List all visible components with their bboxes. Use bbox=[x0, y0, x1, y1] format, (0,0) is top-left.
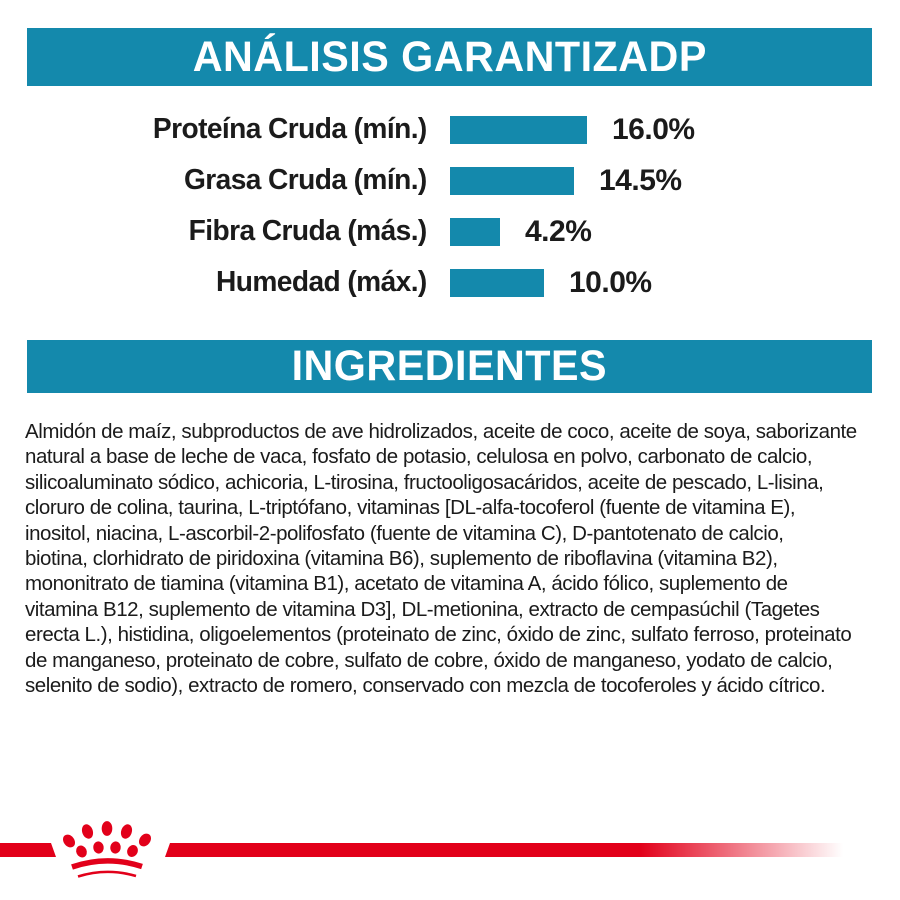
ingredients-line: de manganeso, proteinato de cobre, sulfa… bbox=[25, 648, 833, 672]
chart-row: Grasa Cruda (mín.) 14.5% bbox=[0, 155, 900, 206]
brand-stripe-right bbox=[165, 843, 843, 857]
nutrient-value-bar bbox=[450, 115, 587, 144]
ingredients-line: natural a base de leche de vaca, fosfato… bbox=[25, 445, 813, 469]
ingredients-line: Almidón de maíz, subproductos de ave hid… bbox=[25, 420, 857, 443]
chart-row: Humedad (máx.) 10.0% bbox=[0, 257, 900, 308]
nutrient-label: Fibra Cruda (más.) bbox=[188, 215, 428, 247]
ingredients-header-band: INGREDIENTES bbox=[27, 340, 872, 393]
royal-canin-crown-icon bbox=[62, 821, 152, 878]
ingredients-line: biotina, clorhidrato de piridoxina (vita… bbox=[25, 547, 778, 571]
nutrient-value-bar bbox=[450, 268, 544, 297]
analysis-chart: Proteína Cruda (mín.) 16.0% Grasa Cruda (m… bbox=[0, 104, 900, 308]
analysis-header-band: ANÁLISIS GARANTIZADP bbox=[27, 28, 872, 86]
ingredients-line: selenito de sodio), extracto de romero, … bbox=[25, 674, 826, 698]
nutrient-value-label: 16.0% bbox=[612, 112, 695, 146]
ingredients-title: INGREDIENTES bbox=[291, 342, 608, 390]
nutrient-label: Humedad (máx.) bbox=[216, 266, 427, 298]
ingredients-line: vitamina B12, suplemento de vitamina D3]… bbox=[25, 597, 820, 621]
ingredients-line: mononitrato de tiamina (vitamina B1), ac… bbox=[25, 572, 788, 596]
brand-stripe-left bbox=[0, 843, 56, 857]
ingredients-line: inositol, niacina, L-ascorbil-2-polifosf… bbox=[25, 521, 784, 545]
analysis-title: ANÁLISIS GARANTIZADP bbox=[192, 32, 707, 81]
chart-row: Proteína Cruda (mín.) 16.0% bbox=[0, 104, 900, 155]
ingredients-line: silicoaluminato sódico, achicoria, L-tir… bbox=[25, 470, 824, 494]
nutrient-value-bar bbox=[450, 166, 574, 195]
ingredients-line: erecta L.), histidina, oligoelementos (p… bbox=[25, 623, 852, 647]
nutrient-value-label: 10.0% bbox=[569, 265, 652, 299]
nutrient-value-bar bbox=[450, 217, 500, 246]
ingredients-line: cloruro de colina, taurina, L-triptófano… bbox=[25, 496, 796, 520]
chart-row: Fibra Cruda (más.) 4.2% bbox=[0, 206, 900, 257]
ingredients-text: Almidón de maíz, subproductos de ave hid… bbox=[25, 419, 877, 698]
nutrient-value-label: 4.2% bbox=[525, 214, 592, 248]
nutrient-label: Proteína Cruda (mín.) bbox=[152, 113, 427, 145]
nutrient-value-label: 14.5% bbox=[599, 163, 682, 197]
nutrient-label: Grasa Cruda (mín.) bbox=[183, 164, 427, 196]
